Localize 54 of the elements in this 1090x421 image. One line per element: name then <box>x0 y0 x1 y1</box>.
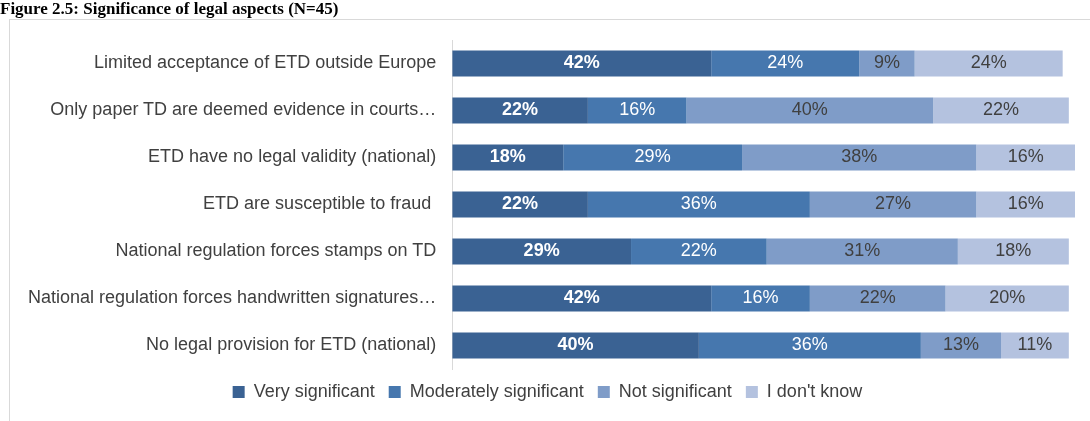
data-label: 42% <box>563 287 600 308</box>
bar <box>452 50 712 77</box>
bar <box>711 50 860 77</box>
legend-label: Not significant <box>618 380 732 401</box>
bar <box>742 144 977 171</box>
text: Figure 2.5: Significance of legal aspects (N=45) <box>0 0 339 18</box>
data-label: 16% <box>619 99 656 120</box>
bar <box>809 191 977 218</box>
bar <box>686 97 934 124</box>
y-tick-label: National regulation forces stamps on TD <box>115 240 437 261</box>
data-label: 40% <box>557 334 594 355</box>
data-label: 22% <box>502 99 539 120</box>
bar <box>452 285 712 312</box>
legend-label: Moderately significant <box>409 380 584 401</box>
y-tick-label: No legal provision for ETD (national) <box>146 334 437 355</box>
data-label: 22% <box>982 99 1020 120</box>
data-label: 29% <box>523 240 560 261</box>
data-label: 16% <box>1007 146 1044 167</box>
data-label: 22% <box>859 287 896 308</box>
y-tick-label: National regulation forces handwritten signatures… <box>27 287 437 308</box>
y-tick-label: Limited acceptance of ETD outside Europe <box>94 52 437 73</box>
legend-label: Very significant <box>253 380 375 401</box>
bar <box>587 191 810 218</box>
data-label: 36% <box>680 193 717 214</box>
data-label: 16% <box>1007 193 1044 214</box>
data-label: 27% <box>875 193 912 214</box>
bar <box>452 332 699 359</box>
data-label: 18% <box>489 146 526 167</box>
data-label: 24% <box>970 52 1007 73</box>
bar <box>698 332 921 359</box>
bar <box>914 50 1063 77</box>
y-tick-label: ETD are susceptible to fraud <box>203 193 437 214</box>
data-label: 42% <box>563 52 600 73</box>
data-label: 24% <box>767 52 804 73</box>
legend-label: I don't know <box>766 380 864 401</box>
data-label: 22% <box>680 240 717 261</box>
y-tick-label: Only paper TD are deemed evidence in courts… <box>50 99 437 120</box>
data-label: 20% <box>989 287 1026 308</box>
data-label: 13% <box>942 334 979 355</box>
data-label: 9% <box>873 52 900 73</box>
bar <box>766 238 958 265</box>
data-label: 31% <box>844 240 881 261</box>
data-label: 36% <box>791 334 828 355</box>
data-label: 22% <box>502 193 539 214</box>
y-tick-label: ETD have no legal validity (national) <box>148 146 437 167</box>
data-label: 18% <box>995 240 1032 261</box>
bar <box>563 144 743 171</box>
data-label: 11% <box>1017 334 1053 355</box>
bar <box>809 285 946 312</box>
bar <box>631 238 767 265</box>
data-label: 40% <box>791 99 828 120</box>
data-label: 38% <box>841 146 878 167</box>
data-label: 29% <box>634 146 671 167</box>
data-label: 16% <box>742 287 779 308</box>
